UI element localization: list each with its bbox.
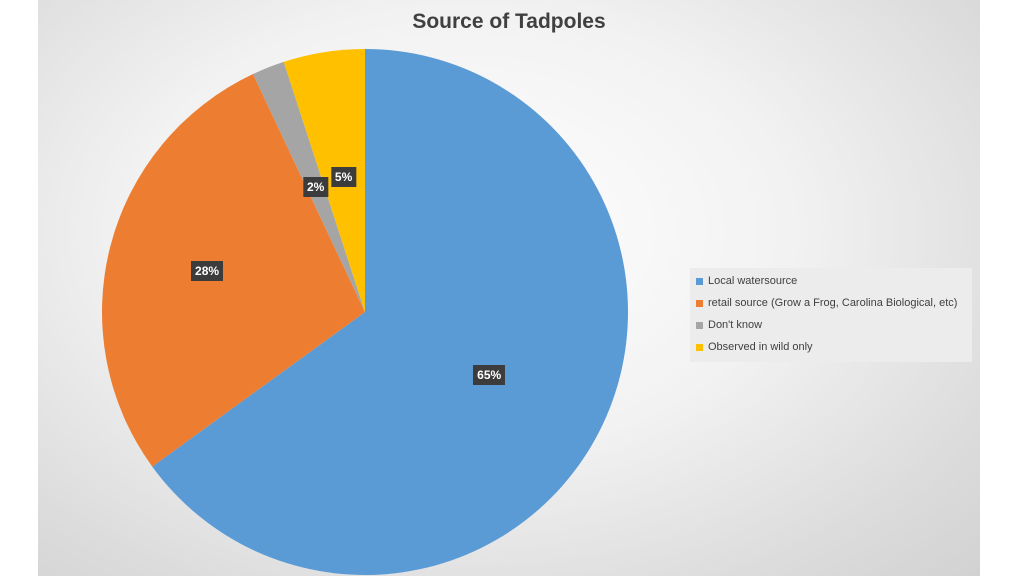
legend-item: Don't know	[690, 314, 972, 336]
chart-legend: Local watersource retail source (Grow a …	[690, 268, 972, 362]
slice-data-label: 65%	[473, 365, 506, 386]
legend-swatch	[696, 343, 703, 351]
pie-slice	[102, 74, 365, 467]
legend-swatch	[696, 277, 703, 285]
legend-label: Observed in wild only	[708, 341, 813, 353]
legend-label: Don't know	[708, 319, 763, 331]
legend-swatch	[696, 299, 703, 307]
legend-swatch	[696, 321, 703, 329]
chart-title: Source of Tadpoles	[412, 10, 606, 33]
slice-data-label: 28%	[191, 261, 224, 282]
slice-data-label: 2%	[302, 177, 329, 198]
legend-item: Local watersource	[690, 270, 972, 292]
legend-item: retail source (Grow a Frog, Carolina Bio…	[690, 292, 972, 314]
legend-item: Observed in wild only	[690, 336, 972, 358]
slice-data-label: 5%	[330, 166, 357, 187]
chart-area: Source of Tadpoles 65% 28% 2% 5% Local wate…	[38, 0, 980, 576]
legend-label: Local watersource	[708, 275, 798, 287]
pie-slice	[152, 49, 629, 576]
legend-label: retail source (Grow a Frog, Carolina Bio…	[708, 297, 958, 309]
